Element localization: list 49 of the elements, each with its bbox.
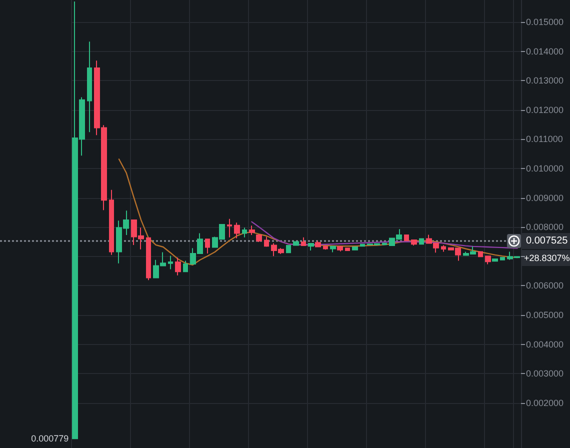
candlestick	[146, 237, 151, 281]
text: 0.000779	[31, 434, 69, 444]
candlestick	[441, 244, 446, 252]
y-tick-label: 0.005000	[526, 310, 564, 320]
candlestick	[478, 251, 483, 258]
candlestick	[500, 257, 505, 260]
candlestick	[315, 240, 321, 248]
y-tick-label: 0.006000	[526, 280, 564, 291]
candlestick	[345, 248, 350, 252]
y-tick-label: 0.012000	[526, 104, 564, 115]
y-tick-label: 0.003000	[526, 368, 564, 379]
y-tick-label: 0.004000	[526, 339, 564, 350]
candlestick	[485, 256, 491, 265]
y-tick-label: 0.015000	[526, 16, 564, 27]
candlestick	[411, 239, 417, 246]
candlestick	[330, 246, 336, 253]
ref-line-label: 0.007525	[526, 235, 568, 246]
candlestick	[87, 41, 92, 133]
y-tick-label: 0.010000	[526, 163, 564, 174]
candlestick	[337, 245, 343, 252]
candlestick	[293, 241, 299, 246]
y-tick-label: 0.009000	[526, 192, 564, 203]
candlestick	[168, 255, 173, 270]
y-tick-label: 0.014000	[526, 46, 564, 56]
candlestick	[227, 218, 232, 238]
candlestick	[323, 246, 328, 250]
candlestick	[109, 189, 114, 256]
candlestick	[308, 242, 314, 252]
candlestick	[183, 260, 188, 272]
candlestick	[264, 236, 269, 248]
candlestick	[382, 242, 387, 246]
candlestick	[234, 222, 240, 239]
text: +28.8307%	[524, 252, 570, 263]
y-tick-label: 0.008000	[526, 222, 564, 232]
candlestick	[175, 257, 181, 276]
candlestick	[419, 238, 424, 245]
y-tick-label: 0.002000	[526, 398, 564, 408]
candlestick	[256, 234, 262, 243]
candlestick	[360, 244, 365, 247]
candlestick	[404, 234, 409, 242]
candlestick	[205, 238, 210, 254]
candlestick	[492, 258, 498, 262]
candlestick	[249, 225, 255, 236]
candlestick	[352, 246, 358, 250]
candlestick	[242, 227, 247, 238]
y-tick-label: 0.013000	[526, 76, 564, 86]
candlestick	[286, 245, 291, 254]
y-tick-label: 0.011000	[526, 134, 563, 144]
candlestick	[301, 236, 306, 246]
